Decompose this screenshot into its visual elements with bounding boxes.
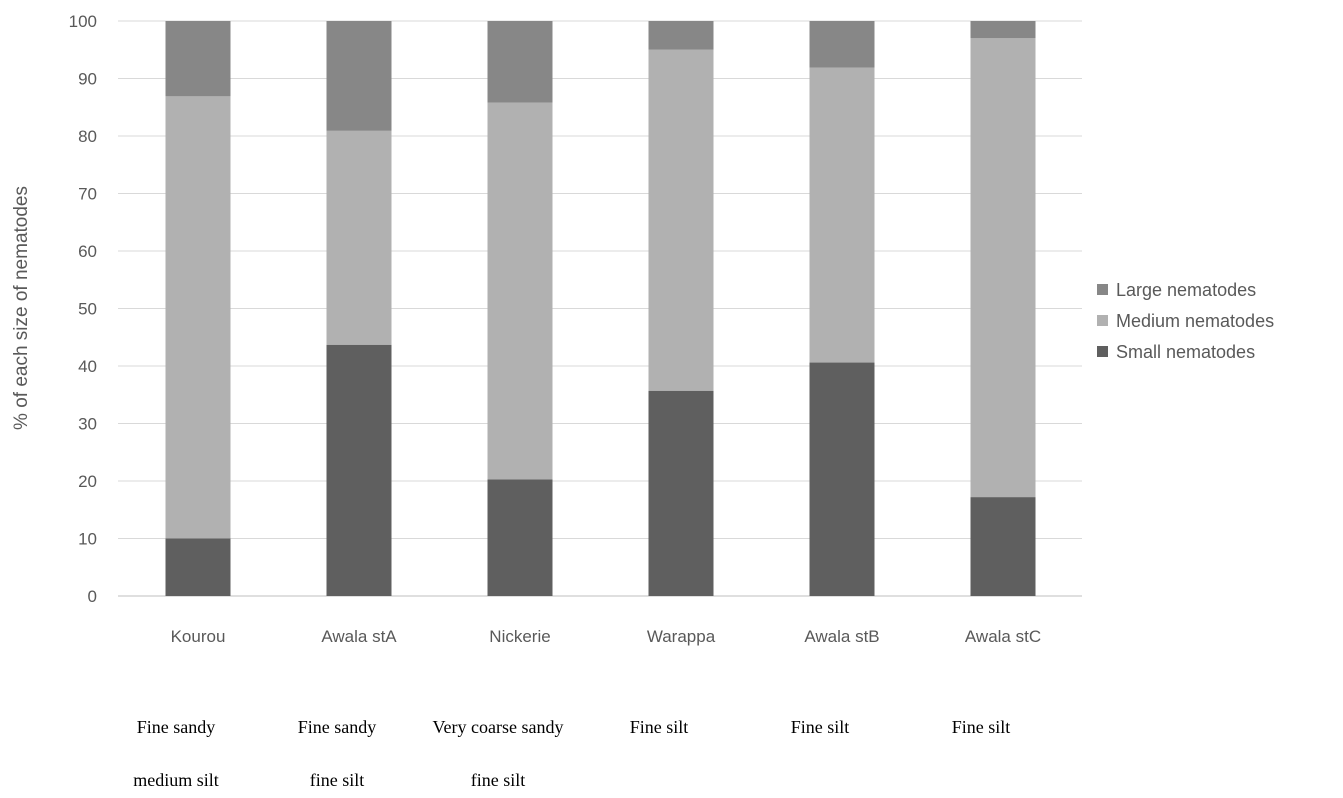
soil-type-label: Fine silt — [952, 717, 1011, 737]
bar-segment — [809, 362, 875, 596]
y-axis-label: % of each size of nematodes — [11, 186, 32, 430]
y-tick-label: 80 — [78, 127, 97, 146]
legend: Large nematodes Medium nematodes Small nem… — [1097, 280, 1274, 362]
x-tick-label: Awala stA — [321, 627, 397, 646]
bar-segment — [809, 67, 875, 363]
soil-type-label: fine silt — [310, 770, 365, 790]
soil-type-label: Very coarse sandy — [433, 717, 564, 737]
y-tick-label: 60 — [78, 242, 97, 261]
bar-segment — [648, 21, 714, 50]
legend-swatch — [1097, 346, 1108, 357]
soil-type-label: medium silt — [133, 770, 219, 790]
gridlines — [118, 20, 1082, 597]
y-tick-label: 20 — [78, 472, 97, 491]
bar-segment — [648, 49, 714, 391]
bar-segment — [165, 96, 231, 539]
y-tick-label: 70 — [78, 185, 97, 204]
soil-type-label: Fine silt — [630, 717, 689, 737]
y-tick-label: 10 — [78, 530, 97, 549]
soil-type-label: Fine silt — [791, 717, 850, 737]
soil-type-label: Fine sandy — [298, 717, 377, 737]
y-tick-label: 40 — [78, 357, 97, 376]
legend-swatch — [1097, 315, 1108, 326]
y-tick-label: 30 — [78, 415, 97, 434]
x-tick-label: Awala stC — [965, 627, 1041, 646]
legend-label: Medium nematodes — [1116, 311, 1274, 331]
y-tick-label: 50 — [78, 300, 97, 319]
x-tick-label: Awala stB — [804, 627, 879, 646]
bar-segment — [326, 130, 392, 345]
soil-type-label: Fine sandy — [137, 717, 216, 737]
bar-segment — [970, 497, 1036, 596]
y-tick-label: 90 — [78, 70, 97, 89]
x-tick-label: Nickerie — [489, 627, 550, 646]
x-tick-label: Warappa — [647, 627, 716, 646]
legend-label: Small nematodes — [1116, 342, 1255, 362]
bar-segment — [326, 21, 392, 131]
bar-segment — [970, 21, 1036, 39]
bar-segment — [648, 390, 714, 596]
bar-segment — [165, 21, 231, 97]
bar-segment — [970, 38, 1036, 498]
soil-type-annotations: Fine sandy medium silt Fine sandy fine silt… — [133, 717, 1010, 790]
y-tick-label: 100 — [69, 12, 97, 31]
bar-segment — [487, 102, 553, 480]
x-tick-label: Kourou — [171, 627, 226, 646]
bar-segment — [326, 344, 392, 596]
bar-segment — [487, 479, 553, 596]
bars — [165, 21, 1036, 596]
axes: 0 10 20 30 40 50 60 70 80 90 100 Kourou Awala stA Nic… — [69, 12, 1041, 646]
legend-label: Large nematodes — [1116, 280, 1256, 300]
y-tick-label: 0 — [88, 587, 97, 606]
bar-segment — [165, 538, 231, 596]
bar-segment — [809, 21, 875, 68]
soil-type-label: fine silt — [471, 770, 526, 790]
bar-segment — [487, 21, 553, 103]
legend-swatch — [1097, 284, 1108, 295]
